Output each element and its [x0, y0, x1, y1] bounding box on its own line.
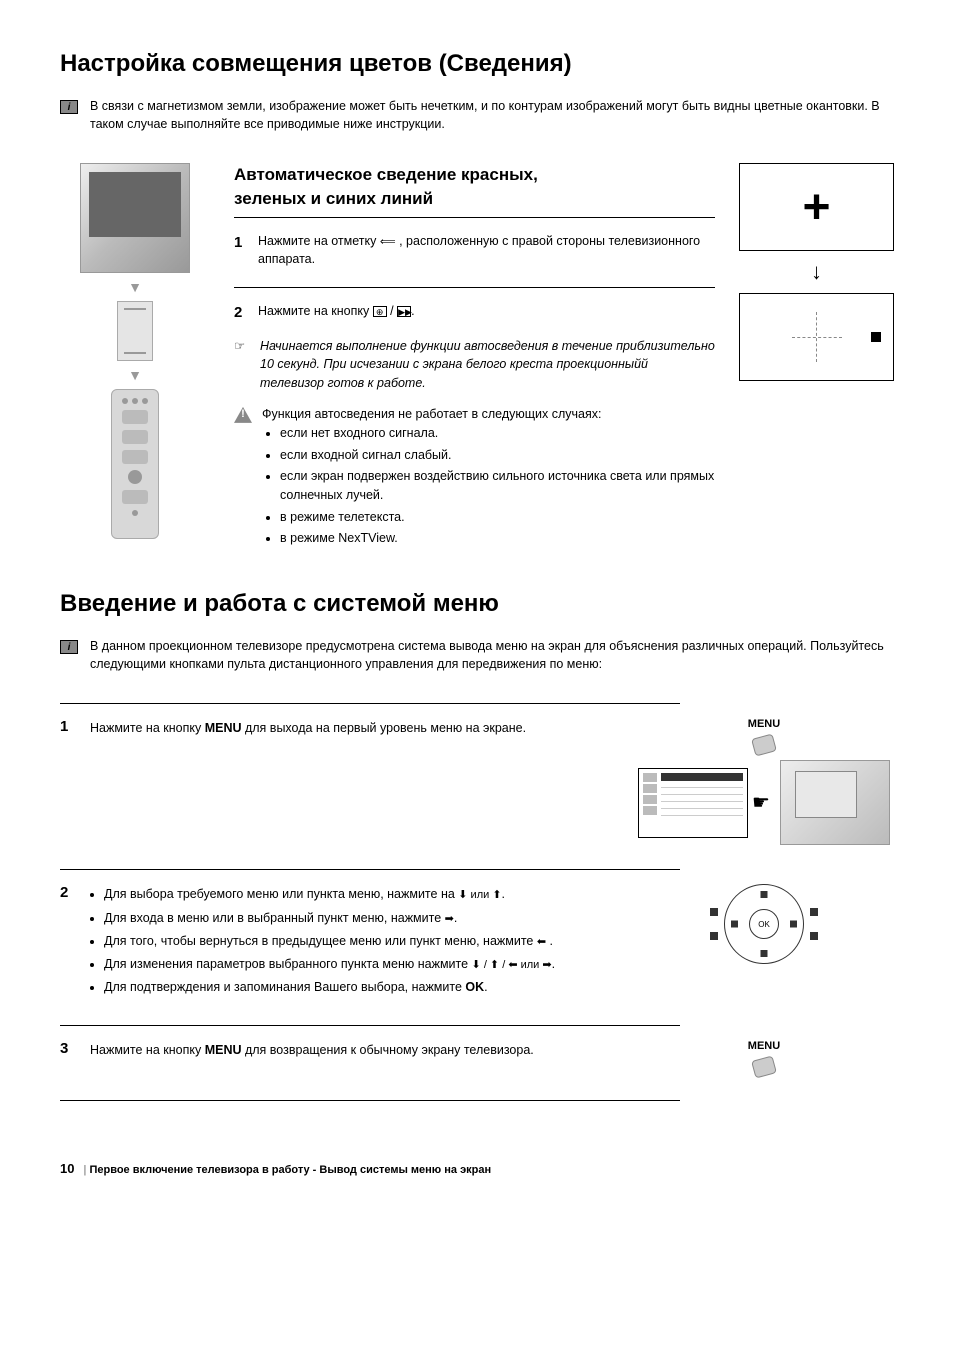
step-number: 2: [60, 884, 74, 901]
list-item: если экран подвержен воздействию сильног…: [280, 467, 715, 506]
section1-left-illustration: ▼ ▼: [60, 163, 210, 550]
menu-step-2: 2 Для выбора требуемого меню или пункта …: [60, 884, 894, 1000]
step-1: 1 Нажмите на отметку ⟸ , расположенную с…: [234, 232, 715, 270]
hand-press-icon: ☛: [752, 790, 770, 815]
menu-step-3: 3 Нажмите на кнопку MENU для возвращения…: [60, 1040, 894, 1076]
section1-title: Настройка совмещения цветов (Сведения): [60, 50, 894, 78]
nav-pad-illustration: OK: [710, 884, 818, 964]
step-2: 2 Нажмите на кнопку ⊕ / ▶▶.: [234, 302, 715, 325]
divider: [60, 703, 680, 704]
side-panel-illustration: [117, 301, 153, 361]
list-item: в режиме NexTView.: [280, 529, 715, 548]
button-icon: ⊕: [373, 306, 387, 317]
onscreen-menu: [638, 768, 748, 838]
info-icon: i: [60, 640, 78, 654]
warning-intro: Функция автосведения не работает в следу…: [262, 405, 715, 424]
footer-text: Первое включение телевизора в работу - В…: [89, 1164, 491, 1176]
mark-icon: ⟸: [380, 236, 396, 248]
arrow-down-icon: ▼: [128, 367, 142, 383]
list-item: Для того, чтобы вернуться в предыдущее м…: [104, 931, 618, 952]
list-item: Для изменения параметров выбранного пунк…: [104, 954, 618, 975]
section1-info: i В связи с магнетизмом земли, изображен…: [60, 98, 894, 133]
warning-list: если нет входного сигнала. если входной …: [262, 424, 715, 548]
divider: [234, 287, 715, 288]
menu-step-1: 1 Нажмите на кнопку MENU для выхода на п…: [60, 718, 894, 845]
cross-screen-after: [739, 293, 894, 381]
menu-label: MENU: [748, 718, 780, 730]
menu-label: MENU: [748, 1040, 780, 1052]
divider: [60, 1025, 680, 1026]
divider: [234, 217, 715, 218]
step-number: 1: [60, 718, 74, 735]
menu-button-icon: [751, 1055, 777, 1078]
warning-block: ! Функция автосведения не работает в сле…: [234, 405, 715, 551]
list-item: если входной сигнал слабый.: [280, 446, 715, 465]
menu-button-icon: [751, 734, 777, 757]
section2-title: Введение и работа с системой меню: [60, 590, 894, 618]
hand-icon: ☞: [234, 337, 250, 393]
tv-illustration: [80, 163, 190, 273]
button-icon: ▶▶: [397, 306, 411, 317]
step-number: 1: [234, 232, 248, 270]
arrow-down-icon: ▼: [128, 279, 142, 295]
menu-screens-illustration: ☛: [638, 760, 890, 845]
section2-info-text: В данном проекционном телевизоре предусм…: [90, 638, 894, 673]
section1-info-text: В связи с магнетизмом земли, изображение…: [90, 98, 894, 133]
list-item: Для подтверждения и запоминания Вашего в…: [104, 977, 618, 998]
remote-illustration: [111, 389, 159, 539]
list-item: в режиме телетекста.: [280, 508, 715, 527]
list-item: если нет входного сигнала.: [280, 424, 715, 443]
step-number: 3: [60, 1040, 74, 1057]
warning-icon: !: [234, 407, 252, 423]
section2-info: i В данном проекционном телевизоре преду…: [60, 638, 894, 673]
section1-subtitle: Автоматическое сведение красных, зеленых…: [234, 163, 715, 211]
list-item: Для входа в меню или в выбранный пункт м…: [104, 908, 618, 929]
page-number: 10: [60, 1161, 74, 1176]
section1-right-illustration: + ↓: [739, 163, 894, 550]
step-number: 2: [234, 302, 248, 325]
arrow-down-icon: ↓: [811, 259, 822, 285]
ok-button-icon: OK: [749, 909, 779, 939]
cross-screen-before: +: [739, 163, 894, 251]
tv-mini-illustration: [780, 760, 890, 845]
auto-converge-note: ☞ Начинается выполнение функции автосвед…: [234, 337, 715, 393]
info-icon: i: [60, 100, 78, 114]
page-footer: 10 | Первое включение телевизора в работ…: [60, 1161, 894, 1176]
divider: [60, 869, 680, 870]
list-item: Для выбора требуемого меню или пункта ме…: [104, 884, 618, 905]
divider: [60, 1100, 680, 1101]
